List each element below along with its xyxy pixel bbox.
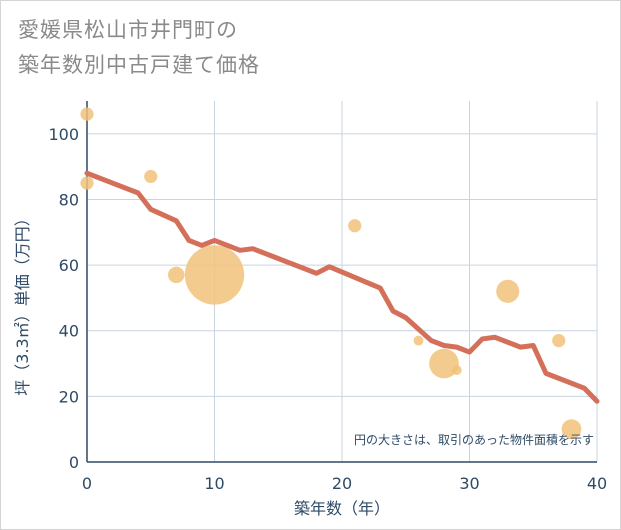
bubble-point (80, 107, 94, 121)
bubble-point (552, 333, 566, 348)
x-tick-label: 10 (204, 474, 224, 493)
chart-title: 愛媛県松山市井門町の 築年数別中古戸建て価格 (18, 13, 260, 83)
y-tick-label: 40 (59, 322, 79, 341)
y-tick-label: 0 (69, 453, 79, 472)
bubble-series (80, 107, 582, 440)
bubble-point (429, 348, 459, 379)
chart-title-line-1: 愛媛県松山市井門町の (18, 18, 238, 42)
x-tick-label: 0 (82, 474, 92, 493)
bubble-point (168, 266, 185, 284)
grid-lines (86, 101, 598, 463)
y-tick-label: 60 (59, 256, 79, 275)
x-tick-label: 20 (332, 474, 352, 493)
chart-title-line-2: 築年数別中古戸建て価格 (18, 53, 260, 77)
y-tick-label: 20 (59, 387, 79, 406)
bubble-point (144, 169, 158, 184)
bubble-point (413, 335, 424, 346)
bubble-point (348, 219, 362, 233)
trend-series (84, 170, 600, 404)
bubble-point (451, 365, 462, 376)
trend-line (84, 170, 600, 404)
bubble-point (561, 419, 582, 440)
y-tick-label: 80 (59, 190, 79, 209)
bubble-point (80, 176, 94, 190)
y-tick-label: 100 (48, 125, 79, 144)
bubble-point (496, 279, 520, 303)
bubble-point (184, 245, 245, 305)
x-tick-label: 30 (459, 474, 479, 493)
axis-ticks: 0 20 40 60 80 100 0 10 20 30 40 (48, 125, 607, 493)
x-axis-title: 築年数（年） (294, 499, 390, 518)
x-tick-label: 40 (587, 474, 607, 493)
y-axis-title: 坪（3.3㎡）単価（万円） (13, 210, 32, 395)
bubble-size-note: 円の大きさは、取引のあった物件面積を示す (354, 432, 594, 447)
